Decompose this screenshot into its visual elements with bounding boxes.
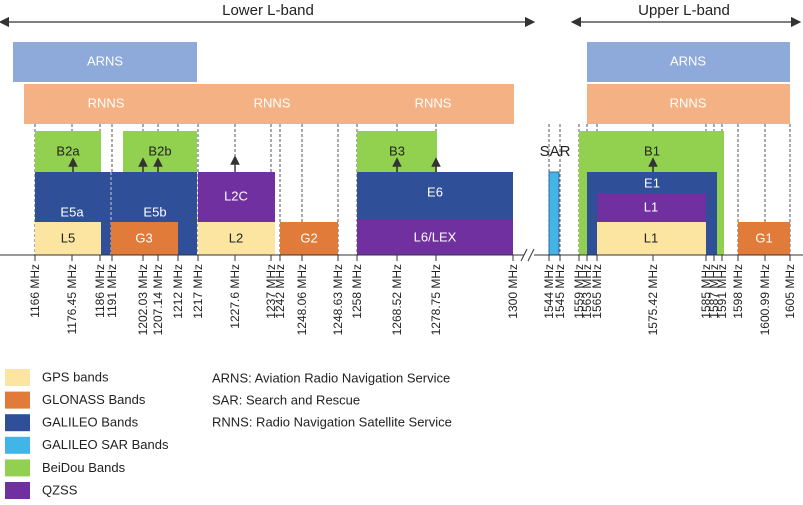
legend-label: GALILEO SAR Bands — [42, 437, 169, 452]
glonass-block — [111, 222, 178, 255]
frequency-label: 1202.03 MHz — [136, 264, 150, 335]
frequency-label: 1600.99 MHz — [758, 264, 772, 335]
service-label: RNNS — [415, 95, 452, 110]
frequency-label: 1575.42 MHz — [646, 264, 660, 335]
frequency-label: 1166 MHz — [28, 264, 42, 318]
sar-block — [548, 171, 560, 256]
arns-block — [587, 42, 790, 82]
signal-label: L1 — [644, 230, 658, 245]
definition: RNNS: Radio Navigation Satellite Service — [212, 414, 452, 429]
rnns-block — [24, 84, 514, 124]
signal-label: SAR — [540, 143, 571, 160]
signal-label: E5b — [143, 204, 166, 219]
glonass-block — [280, 222, 338, 255]
frequency-label: 1544 MHz — [542, 264, 556, 319]
frequency-label: 1176.45 MHz — [65, 264, 79, 334]
legend-label: GALILEO Bands — [42, 415, 139, 430]
frequency-label: 1565 MHz — [590, 264, 604, 319]
signal-label: E1 — [644, 175, 660, 190]
frequency-label: 1207.14 MHz — [151, 264, 165, 335]
frequency-label: 1278.75 MHz — [429, 264, 443, 335]
legend-swatch — [5, 414, 30, 432]
frequency-label: 1227.6 MHz — [228, 264, 242, 329]
service-label: ARNS — [87, 53, 123, 68]
frequency-label: 1186 MHz — [93, 264, 107, 318]
signal-label: E6 — [427, 184, 443, 199]
signal-label: B1 — [644, 143, 660, 158]
signal-label: G2 — [300, 230, 317, 245]
signal-label: L6/LEX — [414, 229, 457, 244]
upper-band-label: Upper L-band — [638, 2, 730, 19]
gps-block — [35, 222, 101, 255]
rnns-block — [587, 84, 790, 124]
gps-block — [597, 222, 706, 255]
legend-swatch — [5, 482, 30, 499]
frequency-label: 1268.52 MHz — [390, 264, 404, 335]
qzss-block — [198, 172, 275, 222]
frequency-label: 1217 MHz — [191, 264, 205, 319]
beidou-block — [35, 131, 101, 173]
frequency-label: 1212 MHz — [171, 264, 185, 319]
frequency-label: 1563 MHz — [580, 264, 594, 319]
arns-block — [13, 42, 197, 82]
service-label: RNNS — [670, 95, 707, 110]
frequency-label: 1248.06 MHz — [295, 264, 309, 335]
frequency-label: 1587 MHz — [707, 264, 721, 319]
qzss-block — [357, 220, 513, 255]
signal-label: L2 — [229, 230, 243, 245]
signal-label: G3 — [135, 230, 152, 245]
frequency-label: 1559 MHz — [572, 264, 586, 319]
service-label: RNNS — [88, 95, 125, 110]
signal-label: B2b — [148, 143, 171, 158]
legend-swatch — [5, 436, 30, 454]
frequency-label: 1191 MHz — [105, 264, 119, 318]
frequency-label: 1585 MHz — [699, 264, 713, 319]
signal-label: G1 — [755, 230, 772, 245]
frequency-label: 1248.63 MHz — [331, 264, 345, 335]
frequency-label: 1591 MHz — [715, 264, 729, 319]
signal-label: L5 — [61, 230, 75, 245]
frequency-label: 1545 MHz — [553, 264, 567, 319]
frequency-label: 1242 MHz — [273, 264, 287, 319]
signal-label: L1 — [644, 199, 658, 214]
frequency-label: 1300 MHz — [506, 264, 520, 319]
legend-label: GPS bands — [42, 369, 109, 384]
qzss-block — [597, 193, 706, 222]
frequency-label: 1258 MHz — [350, 264, 364, 319]
gps-block — [198, 222, 275, 255]
glonass-block — [738, 222, 790, 255]
legend-swatch — [5, 459, 30, 477]
legend-swatch — [5, 369, 30, 386]
service-label: ARNS — [670, 53, 706, 68]
galileo-block — [357, 172, 513, 220]
definition: SAR: Search and Rescue — [212, 392, 360, 407]
legend-label: BeiDou Bands — [42, 460, 126, 475]
legend-label: GLONASS Bands — [42, 392, 146, 407]
service-label: RNNS — [254, 95, 291, 110]
signal-label: E5a — [60, 204, 84, 219]
signal-label: B3 — [389, 143, 405, 158]
signal-label: B2a — [56, 143, 80, 158]
frequency-label: 1605 MHz — [783, 264, 797, 319]
signal-label: L2C — [224, 188, 248, 203]
legend-label: QZSS — [42, 482, 78, 497]
frequency-label: 1598 MHz — [731, 264, 745, 319]
lower-band-label: Lower L-band — [222, 2, 314, 19]
frequency-label: 1237 MHz — [264, 264, 278, 319]
legend-swatch — [5, 391, 30, 409]
definition: ARNS: Aviation Radio Navigation Service — [212, 370, 450, 385]
